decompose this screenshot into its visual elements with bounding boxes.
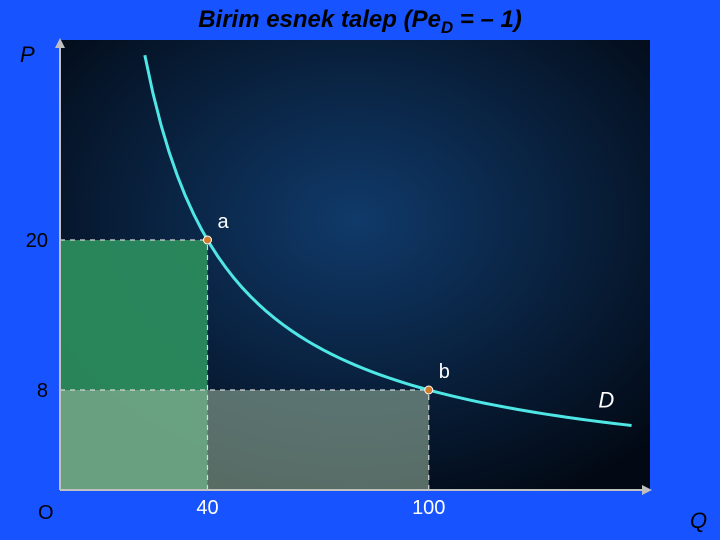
svg-text:20: 20 — [26, 230, 48, 252]
slide: Birim esnek talep (PeD = – 1) abD2084010… — [0, 0, 720, 540]
y-axis-label: P — [20, 42, 35, 68]
svg-text:a: a — [218, 211, 230, 233]
svg-text:D: D — [598, 388, 614, 413]
demand-chart: a b D 20 8 40 100 — [0, 0, 720, 540]
origin-label: O — [38, 502, 54, 525]
svg-text:100: 100 — [412, 497, 445, 519]
svg-text:b: b — [439, 361, 450, 383]
x-axis-label: Q — [690, 508, 707, 534]
svg-text:8: 8 — [37, 380, 48, 402]
svg-text:40: 40 — [196, 497, 218, 519]
